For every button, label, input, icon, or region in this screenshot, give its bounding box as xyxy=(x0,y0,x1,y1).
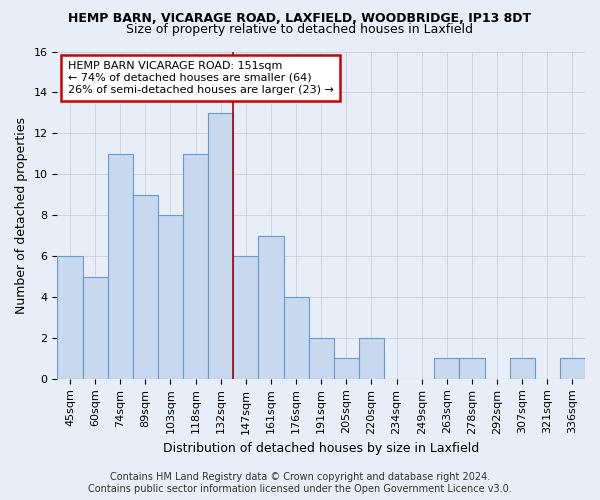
Bar xyxy=(83,276,107,379)
Bar xyxy=(308,338,334,379)
Bar xyxy=(208,113,233,379)
Bar xyxy=(107,154,133,379)
Text: Contains HM Land Registry data © Crown copyright and database right 2024.
Contai: Contains HM Land Registry data © Crown c… xyxy=(88,472,512,494)
Y-axis label: Number of detached properties: Number of detached properties xyxy=(15,116,28,314)
Bar xyxy=(334,358,359,379)
Bar xyxy=(560,358,585,379)
Bar xyxy=(460,358,485,379)
Bar xyxy=(58,256,83,379)
Bar xyxy=(359,338,384,379)
Bar xyxy=(133,194,158,379)
X-axis label: Distribution of detached houses by size in Laxfield: Distribution of detached houses by size … xyxy=(163,442,479,455)
Bar xyxy=(259,236,284,379)
Bar xyxy=(509,358,535,379)
Bar xyxy=(183,154,208,379)
Text: HEMP BARN, VICARAGE ROAD, LAXFIELD, WOODBRIDGE, IP13 8DT: HEMP BARN, VICARAGE ROAD, LAXFIELD, WOOD… xyxy=(68,12,532,26)
Bar xyxy=(233,256,259,379)
Bar xyxy=(158,215,183,379)
Bar xyxy=(434,358,460,379)
Bar xyxy=(284,297,308,379)
Text: HEMP BARN VICARAGE ROAD: 151sqm
← 74% of detached houses are smaller (64)
26% of: HEMP BARN VICARAGE ROAD: 151sqm ← 74% of… xyxy=(68,62,334,94)
Text: Size of property relative to detached houses in Laxfield: Size of property relative to detached ho… xyxy=(127,24,473,36)
